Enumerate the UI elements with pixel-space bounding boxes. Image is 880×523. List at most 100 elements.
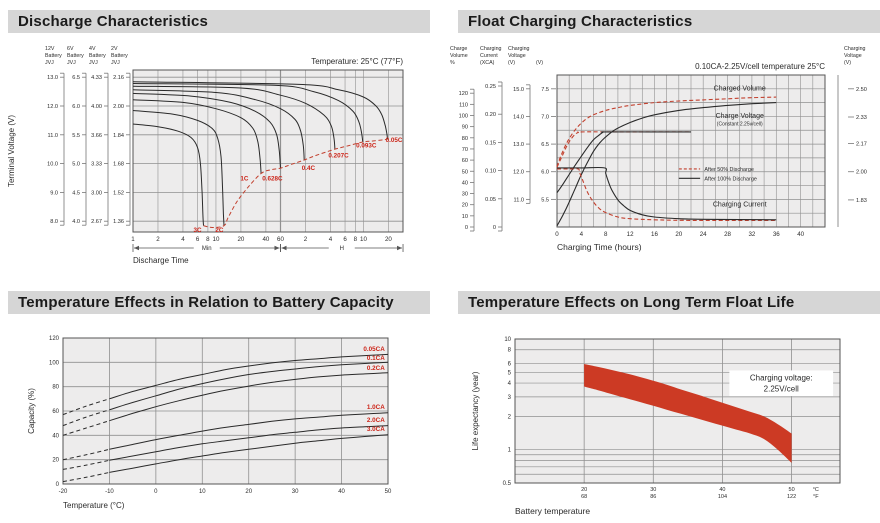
x-tick-label: 20 xyxy=(385,236,392,243)
series-2.0CA-dashed xyxy=(62,459,110,470)
series-2C xyxy=(132,110,225,226)
y-tick-label: 2.50 xyxy=(856,87,867,93)
y-axis-title: Terminal Voltage (V) xyxy=(7,115,16,187)
x-tick-label: 40 xyxy=(338,489,345,495)
section-header-discharge: Discharge Characteristics xyxy=(8,10,430,33)
series-3.0CA xyxy=(109,434,389,473)
x-axis-title: Discharge Time xyxy=(133,256,189,265)
y-scale-title: 2V xyxy=(111,46,118,52)
series-0.1CA-dashed xyxy=(62,409,110,427)
series-charge-voltage-50 xyxy=(556,131,691,168)
x-tick-label-celsius: 50 xyxy=(789,487,795,493)
annotation-box xyxy=(729,370,834,397)
series-0.05C xyxy=(132,81,388,140)
discharge-characteristics-chart: 1 2 4 6 8 10 20 40 60 2 4 6 8 10 2012VBatteryJVJ13.012… xyxy=(7,46,404,265)
y-tick-label: 2.67 xyxy=(91,219,102,225)
series-0.2CA xyxy=(109,372,389,422)
series-label: 2C xyxy=(215,227,224,234)
y-tick-label: 30 xyxy=(462,192,468,198)
series-3.0CA-dashed xyxy=(62,471,110,483)
curve-label: (Constant 2.25v/cell) xyxy=(717,121,763,127)
series-1.0CA-dashed xyxy=(62,448,110,461)
y-tick-label: 120 xyxy=(459,91,468,97)
curve-label: Charged Volume xyxy=(714,85,766,92)
x-tick-label: -20 xyxy=(59,489,68,495)
y-tick-label: 6.0 xyxy=(72,104,80,110)
x-tick-label: 20 xyxy=(237,236,244,243)
y-tick-label: 4.33 xyxy=(91,75,102,81)
y-tick-label: 6.5 xyxy=(541,142,549,148)
y-tick-label: 10 xyxy=(504,337,511,343)
y-tick-label: 1 xyxy=(508,448,512,454)
x-tick-label: 40 xyxy=(797,231,804,238)
x-tick-label: 16 xyxy=(651,231,658,238)
y-tick-label: 1.52 xyxy=(113,190,124,196)
arrowhead xyxy=(281,245,287,251)
y-scale-title: Volume xyxy=(450,53,468,59)
y-tick-label: 60 xyxy=(462,158,468,164)
x-tick-label: 50 xyxy=(385,489,392,495)
y-tick-label: 7.5 xyxy=(541,87,549,93)
y-tick-label: 11.0 xyxy=(514,197,524,203)
x-unit-label: Min xyxy=(202,246,212,252)
series-3C xyxy=(132,123,205,226)
y-tick-label: 50 xyxy=(462,169,468,175)
plot-area xyxy=(133,70,403,232)
x-tick-label: 8 xyxy=(604,231,608,238)
arrowhead xyxy=(274,245,280,251)
x-tick-label: 10 xyxy=(213,236,220,243)
y-scale-title: JVJ xyxy=(67,60,76,66)
y-tick-label: 0.15 xyxy=(485,140,496,146)
x-tick-label-celsius: 20 xyxy=(581,487,587,493)
section-title-float-life: Temperature Effects on Long Term Float L… xyxy=(468,294,795,311)
chart-annotation: 0.10CA-2.25V/cell temperature 25°C xyxy=(695,62,825,71)
y-tick-label: 10 xyxy=(462,214,468,220)
x-tick-label-fahrenheit: 86 xyxy=(650,494,656,500)
section-header-float-life: Temperature Effects on Long Term Float L… xyxy=(458,291,880,314)
x-tick-label-celsius: 40 xyxy=(719,487,725,493)
x-tick-label: 8 xyxy=(206,236,210,243)
x-tick-label-fahrenheit: 68 xyxy=(581,494,587,500)
arrowhead xyxy=(134,245,139,251)
y-tick-label: 2.33 xyxy=(856,115,867,121)
x-tick-label: 0 xyxy=(154,489,158,495)
y-scale-title: 6V xyxy=(67,46,74,52)
x-tick-label: 4 xyxy=(329,236,333,243)
chart-annotation: Charging voltage: xyxy=(750,373,813,382)
x-tick-label: 0 xyxy=(555,231,559,238)
x-tick-label: 32 xyxy=(748,231,755,238)
y-tick-label: 100 xyxy=(459,114,468,120)
y-tick-label: 14.0 xyxy=(513,114,524,120)
x-tick-label: 10 xyxy=(199,489,206,495)
y-tick-label: 5.5 xyxy=(541,197,549,203)
y-tick-label: 4.0 xyxy=(72,219,80,225)
x-tick-label: 6 xyxy=(343,236,347,243)
series-0.093C xyxy=(132,83,364,143)
x-tick-label-celsius: 30 xyxy=(650,487,656,493)
x-unit-fahrenheit: °F xyxy=(813,494,819,500)
y-tick-label: 6.0 xyxy=(541,170,549,176)
series-label: 3.0CA xyxy=(367,426,385,433)
series-label: 0.628C xyxy=(262,176,283,183)
y-tick-label: 40 xyxy=(462,180,468,186)
y-tick-label: 0.10 xyxy=(485,169,496,175)
y-tick-label: 20 xyxy=(462,203,468,209)
y-tick-label: 7.0 xyxy=(541,114,549,120)
x-tick-label: 30 xyxy=(292,489,299,495)
y-tick-label: 9.0 xyxy=(50,190,58,196)
y-scale-title: Charging xyxy=(844,46,866,52)
y-tick-label: 80 xyxy=(52,385,59,391)
y-scale-title: Charge xyxy=(450,46,467,52)
section-title-temp-capacity: Temperature Effects in Relation to Batte… xyxy=(18,294,394,311)
x-tick-label: 40 xyxy=(262,236,269,243)
y-tick-label: 4.5 xyxy=(72,190,80,196)
plot-border xyxy=(556,74,826,228)
y-scale-title: JVJ xyxy=(111,60,120,66)
y-tick-label: 100 xyxy=(49,360,60,366)
x-axis-title: Temperature (°C) xyxy=(63,501,125,510)
section-title-float-charging: Float Charging Characteristics xyxy=(468,13,693,30)
series-0.207C xyxy=(132,85,336,150)
y-scale-title: Voltage xyxy=(844,53,862,59)
y-scale-title: (XCA) xyxy=(480,60,495,66)
